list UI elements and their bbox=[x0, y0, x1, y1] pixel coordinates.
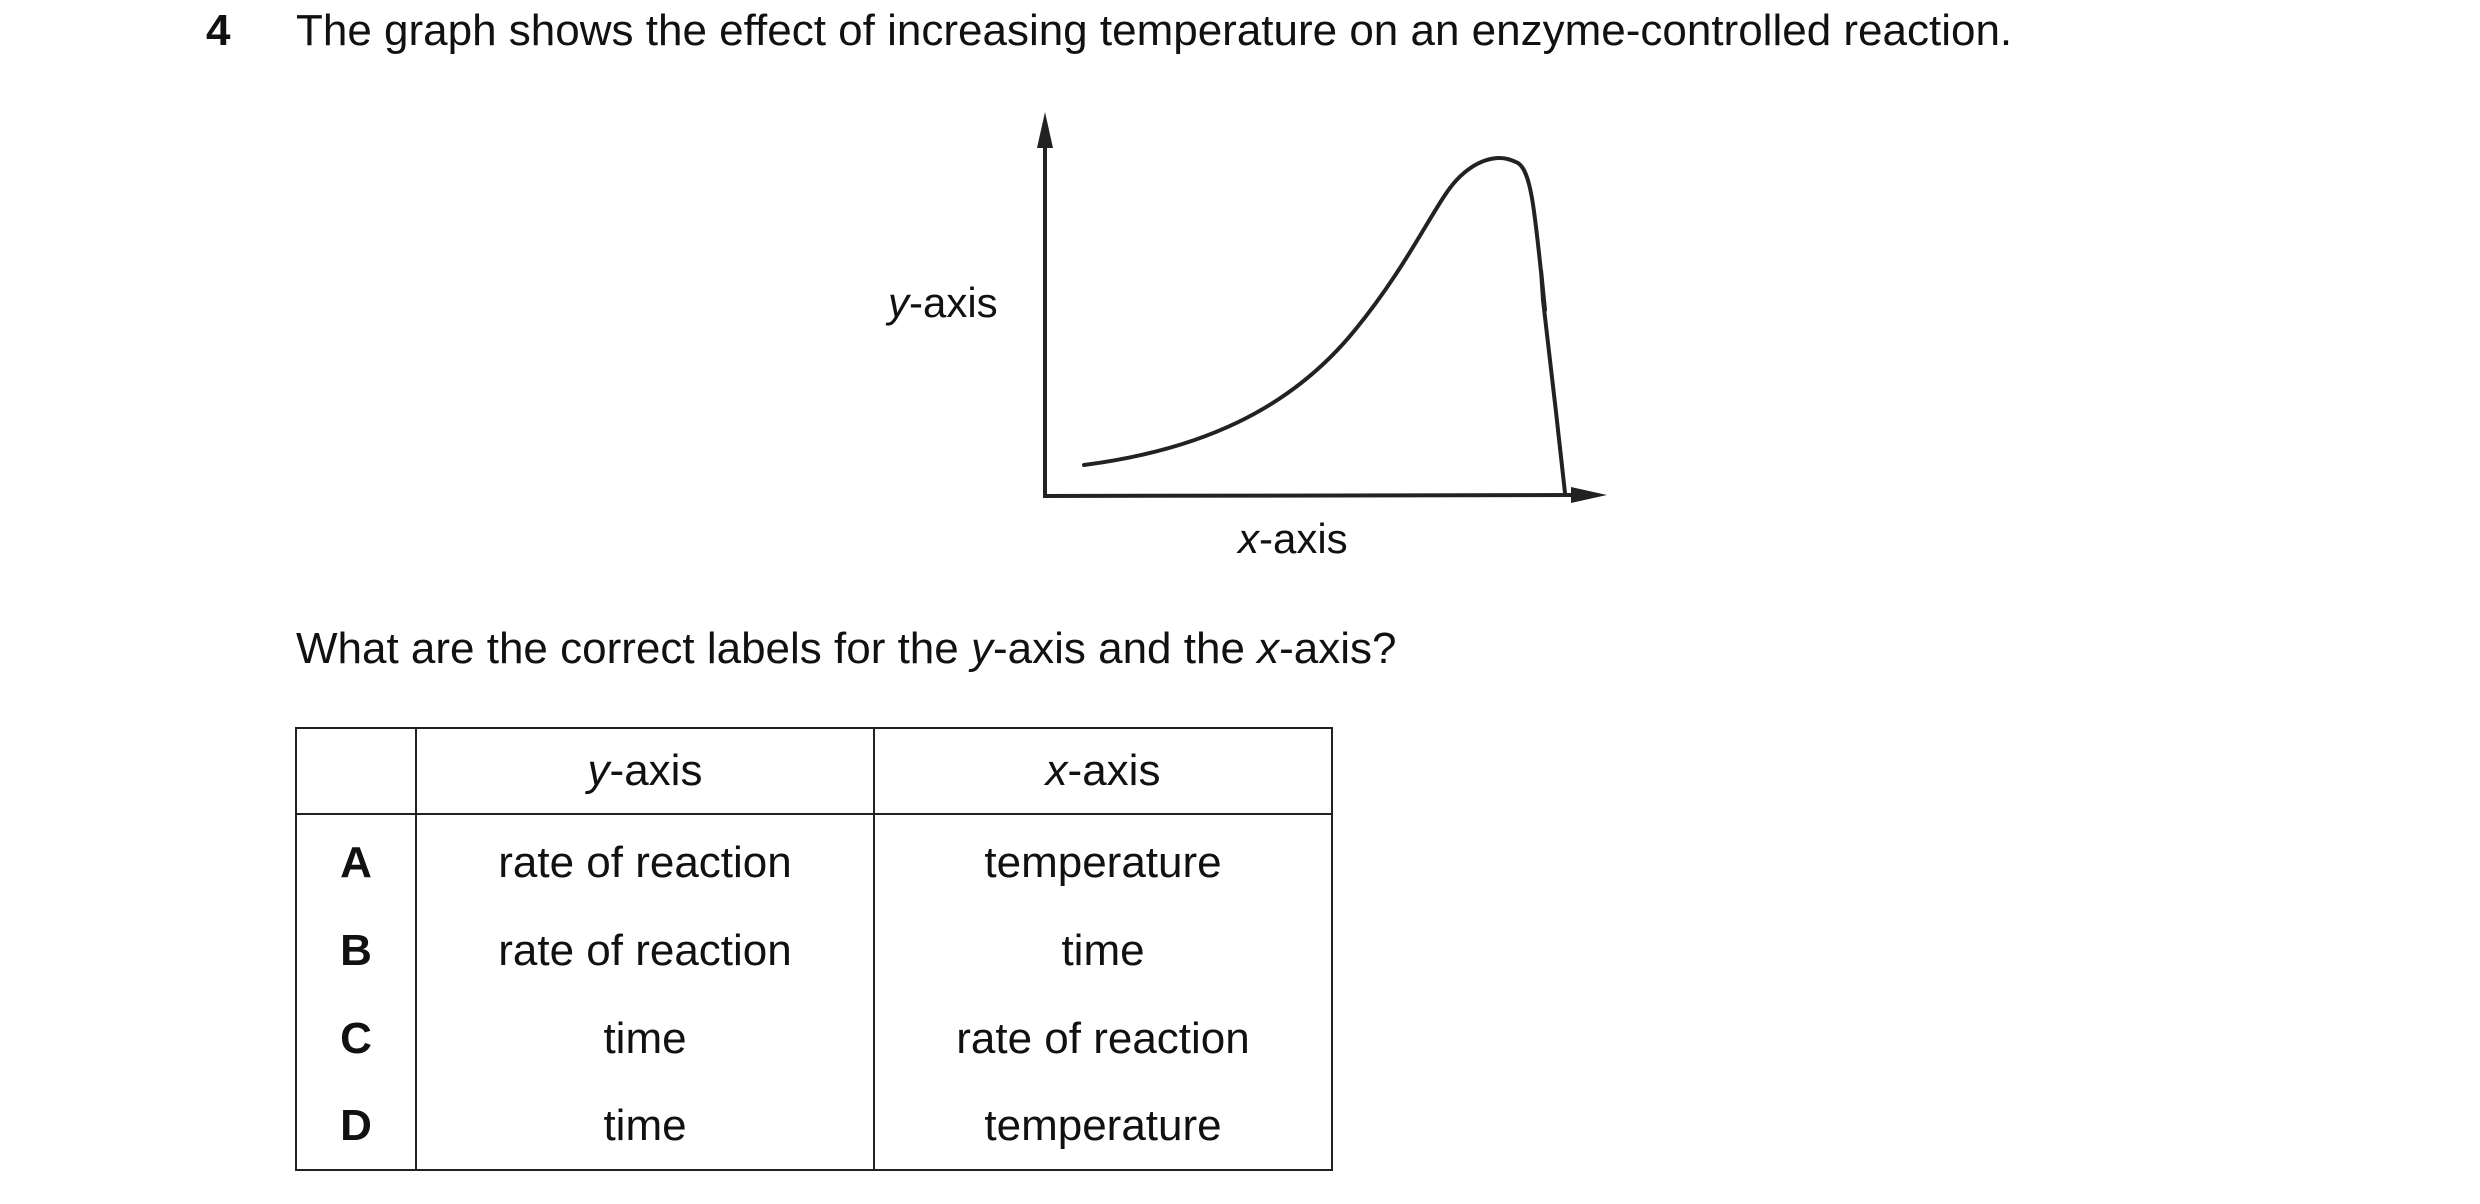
x-axis-line bbox=[1042, 493, 1576, 498]
x-axis-label: x-axis bbox=[1238, 515, 1348, 562]
option-letter: C bbox=[295, 995, 417, 1083]
option-y-axis: rate of reaction bbox=[415, 814, 875, 907]
y-axis-label: y-axis bbox=[888, 279, 998, 326]
option-y-axis: rate of reaction bbox=[415, 907, 875, 995]
option-x-axis: rate of reaction bbox=[873, 995, 1333, 1083]
table-header-row: y-axis x-axis bbox=[295, 727, 1333, 815]
question-prompt: What are the correct labels for the y-ax… bbox=[296, 624, 1397, 673]
header-empty-cell bbox=[295, 727, 417, 815]
option-y-axis: time bbox=[415, 995, 875, 1083]
y-axis-arrowhead bbox=[1037, 112, 1053, 148]
x-axis-arrowhead bbox=[1571, 487, 1607, 503]
option-letter: A bbox=[295, 814, 417, 907]
option-x-axis: temperature bbox=[873, 1083, 1333, 1171]
option-x-axis: time bbox=[873, 907, 1333, 995]
table-row[interactable]: C time rate of reaction bbox=[295, 995, 1333, 1083]
option-letter: D bbox=[295, 1083, 417, 1171]
header-y-axis: y-axis bbox=[415, 727, 875, 815]
option-x-axis: temperature bbox=[873, 814, 1333, 907]
rate-curve bbox=[1082, 156, 1567, 495]
table-row[interactable]: D time temperature bbox=[295, 1083, 1333, 1171]
question-text: The graph shows the effect of increasing… bbox=[296, 6, 2013, 55]
table-row[interactable]: B rate of reaction time bbox=[295, 907, 1333, 995]
option-y-axis: time bbox=[415, 1083, 875, 1171]
question-number: 4 bbox=[206, 6, 231, 55]
option-letter: B bbox=[295, 907, 417, 995]
header-x-axis: x-axis bbox=[873, 727, 1333, 815]
table-row[interactable]: A rate of reaction temperature bbox=[295, 814, 1333, 907]
answer-options-table: y-axis x-axis A rate of reaction tempera… bbox=[295, 727, 1333, 1171]
